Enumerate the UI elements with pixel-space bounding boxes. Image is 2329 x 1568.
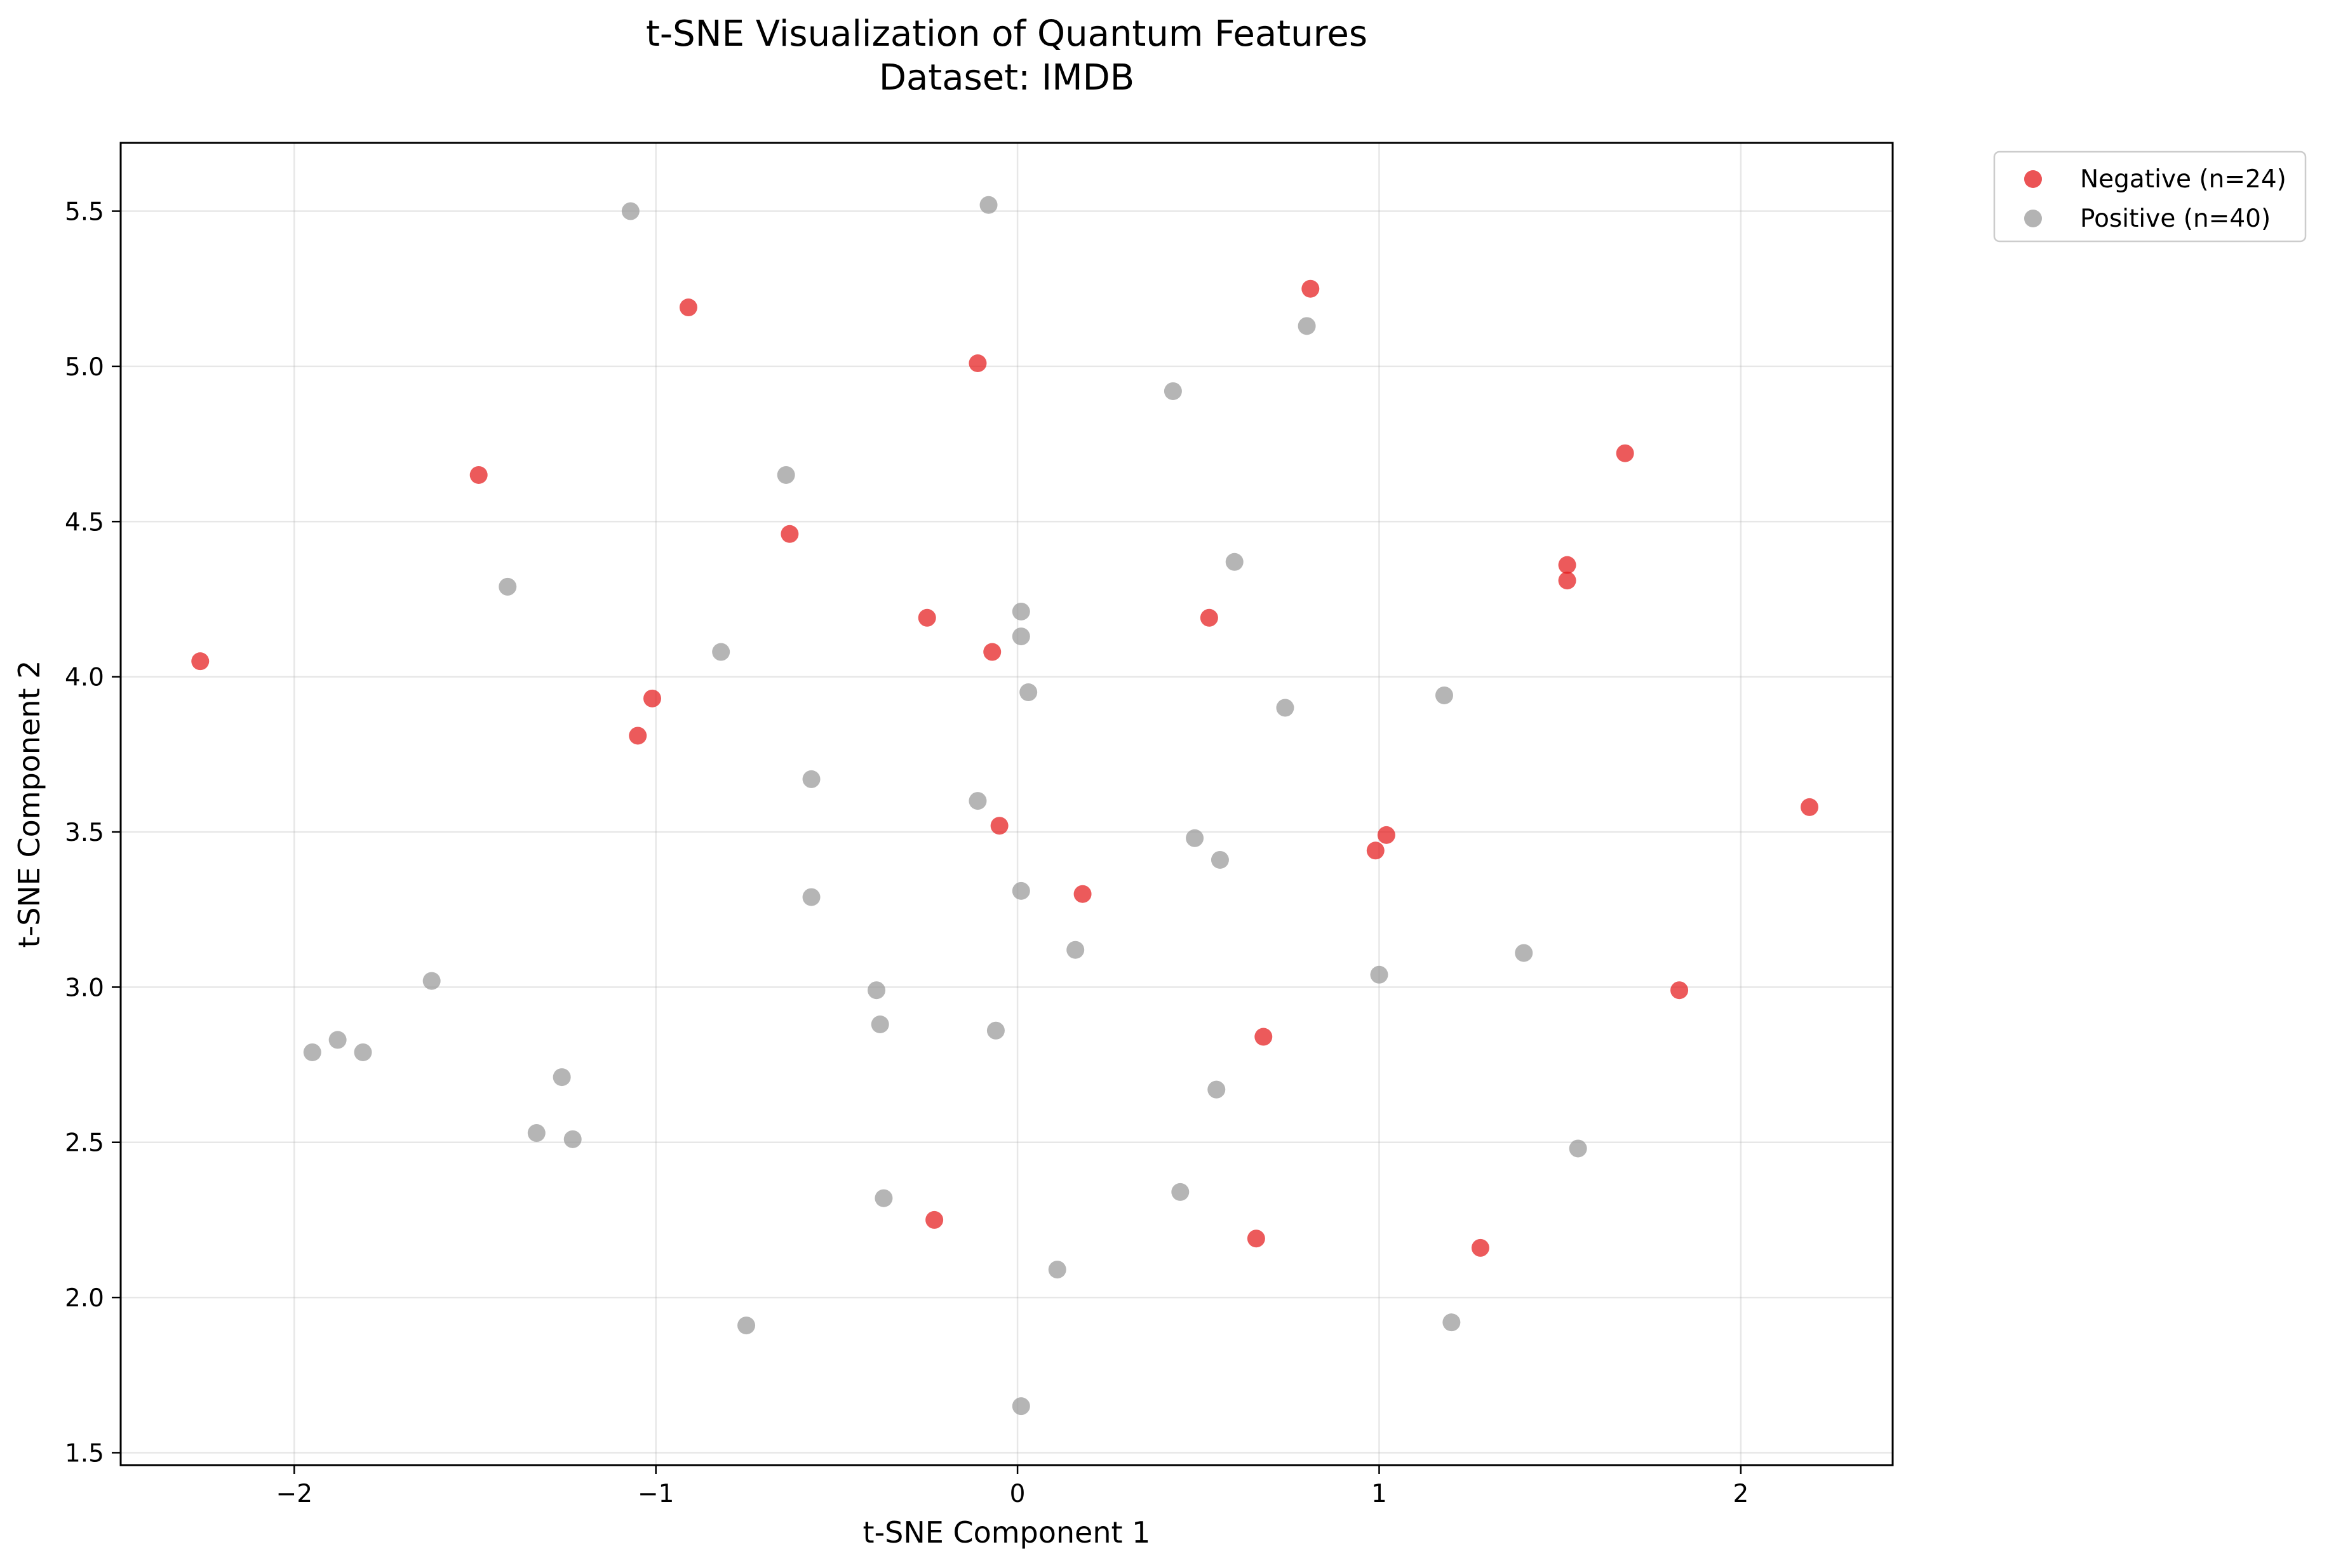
- x-axis-label: t-SNE Component 1: [863, 1515, 1151, 1550]
- negative-point: [983, 643, 1002, 661]
- positive-point: [1012, 881, 1030, 900]
- negative-point: [918, 608, 936, 627]
- positive-point: [1442, 1313, 1461, 1332]
- legend: Negative (n=24) Positive (n=40): [1993, 151, 2307, 243]
- x-tick-label: 0: [1010, 1480, 1026, 1508]
- negative-point: [1254, 1028, 1273, 1046]
- chart-title: t-SNE Visualization of Quantum Features: [646, 13, 1367, 55]
- positive-point: [1370, 965, 1388, 984]
- negative-point: [679, 298, 697, 317]
- positive-point: [1048, 1261, 1066, 1279]
- negative-point: [629, 727, 647, 745]
- positive-point: [422, 972, 441, 990]
- negative-point: [781, 525, 799, 543]
- y-axis-label: t-SNE Component 2: [12, 660, 46, 948]
- positive-point: [1207, 1080, 1226, 1099]
- chart-subtitle: Dataset: IMDB: [879, 57, 1134, 98]
- negative-point: [1377, 826, 1395, 844]
- y-tick-label: 1.5: [65, 1439, 104, 1468]
- y-tick-label: 5.0: [65, 353, 104, 382]
- legend-label-negative: Negative (n=24): [2080, 165, 2286, 194]
- negative-point: [1801, 798, 1819, 816]
- positive-point: [1171, 1183, 1190, 1201]
- negative-point: [1366, 841, 1385, 860]
- y-tick-label: 2.0: [65, 1284, 104, 1313]
- positive-point: [1435, 686, 1453, 704]
- positive-point: [328, 1031, 347, 1049]
- negative-point: [1670, 981, 1689, 1000]
- positive-point: [1225, 553, 1244, 571]
- positive-point: [1012, 602, 1030, 620]
- positive-point: [1012, 627, 1030, 646]
- negative-point: [191, 652, 210, 671]
- x-tick-label: 1: [1371, 1480, 1387, 1508]
- negative-point: [643, 689, 661, 707]
- positive-point: [553, 1068, 571, 1087]
- legend-frame: [1993, 151, 2307, 243]
- positive-point: [1515, 944, 1533, 962]
- negative-point: [1616, 444, 1634, 462]
- grid: [121, 143, 1893, 1465]
- positive-point: [802, 770, 821, 788]
- positive-point: [1211, 850, 1229, 869]
- negative-point: [1471, 1238, 1489, 1257]
- positive-point: [712, 643, 730, 661]
- legend-marker-positive: [2024, 210, 2042, 227]
- negative-point: [1073, 885, 1092, 903]
- positive-point: [1066, 941, 1085, 959]
- axis-ticks: −2 −1 0 1 2 1.5 2.0 2.5 3.0 3.5 4.0 4.5 5.0 5.5: [65, 198, 1748, 1508]
- positive-point: [1298, 317, 1316, 335]
- plot-area-frame: [119, 142, 1894, 1466]
- positive-point: [1569, 1139, 1587, 1158]
- positive-point: [868, 981, 886, 1000]
- positive-point: [1012, 1397, 1030, 1416]
- positive-point: [986, 1021, 1005, 1040]
- y-tick-label: 2.5: [65, 1129, 104, 1158]
- negative-point: [990, 817, 1009, 835]
- positive-point: [499, 577, 517, 596]
- negative-point: [469, 466, 488, 484]
- y-tick-label: 4.5: [65, 508, 104, 537]
- negative-point: [969, 354, 987, 372]
- positive-point: [354, 1043, 372, 1061]
- negative-point: [1200, 608, 1218, 627]
- y-tick-label: 3.0: [65, 974, 104, 1002]
- positive-point: [621, 202, 640, 220]
- positive-point: [1186, 829, 1204, 847]
- positive-point: [737, 1317, 756, 1335]
- negative-point: [925, 1210, 944, 1229]
- x-tick-label: −2: [276, 1480, 313, 1508]
- y-tick-label: 4.0: [65, 664, 104, 692]
- positive-point: [979, 196, 998, 214]
- legend-label-positive: Positive (n=40): [2080, 204, 2271, 233]
- positive-point: [563, 1130, 582, 1148]
- positive-point: [303, 1043, 321, 1061]
- positive-point: [802, 888, 821, 906]
- y-tick-label: 3.5: [65, 819, 104, 847]
- negative-point: [1558, 556, 1576, 574]
- positive-point: [871, 1015, 889, 1033]
- positive-point: [777, 466, 795, 484]
- positive-point: [969, 792, 987, 810]
- legend-marker-negative: [2024, 170, 2042, 188]
- positive-point: [875, 1189, 893, 1207]
- negative-point: [1558, 572, 1576, 590]
- negative-point: [1301, 279, 1320, 298]
- positive-point: [1019, 683, 1038, 702]
- negative-point: [1247, 1230, 1265, 1248]
- x-tick-label: −1: [638, 1480, 675, 1508]
- positive-point: [1276, 699, 1294, 717]
- positive-point: [527, 1124, 546, 1142]
- x-tick-label: 2: [1733, 1480, 1748, 1508]
- positive-point: [1164, 382, 1182, 400]
- data-points: [191, 196, 1819, 1416]
- y-tick-label: 5.5: [65, 198, 104, 227]
